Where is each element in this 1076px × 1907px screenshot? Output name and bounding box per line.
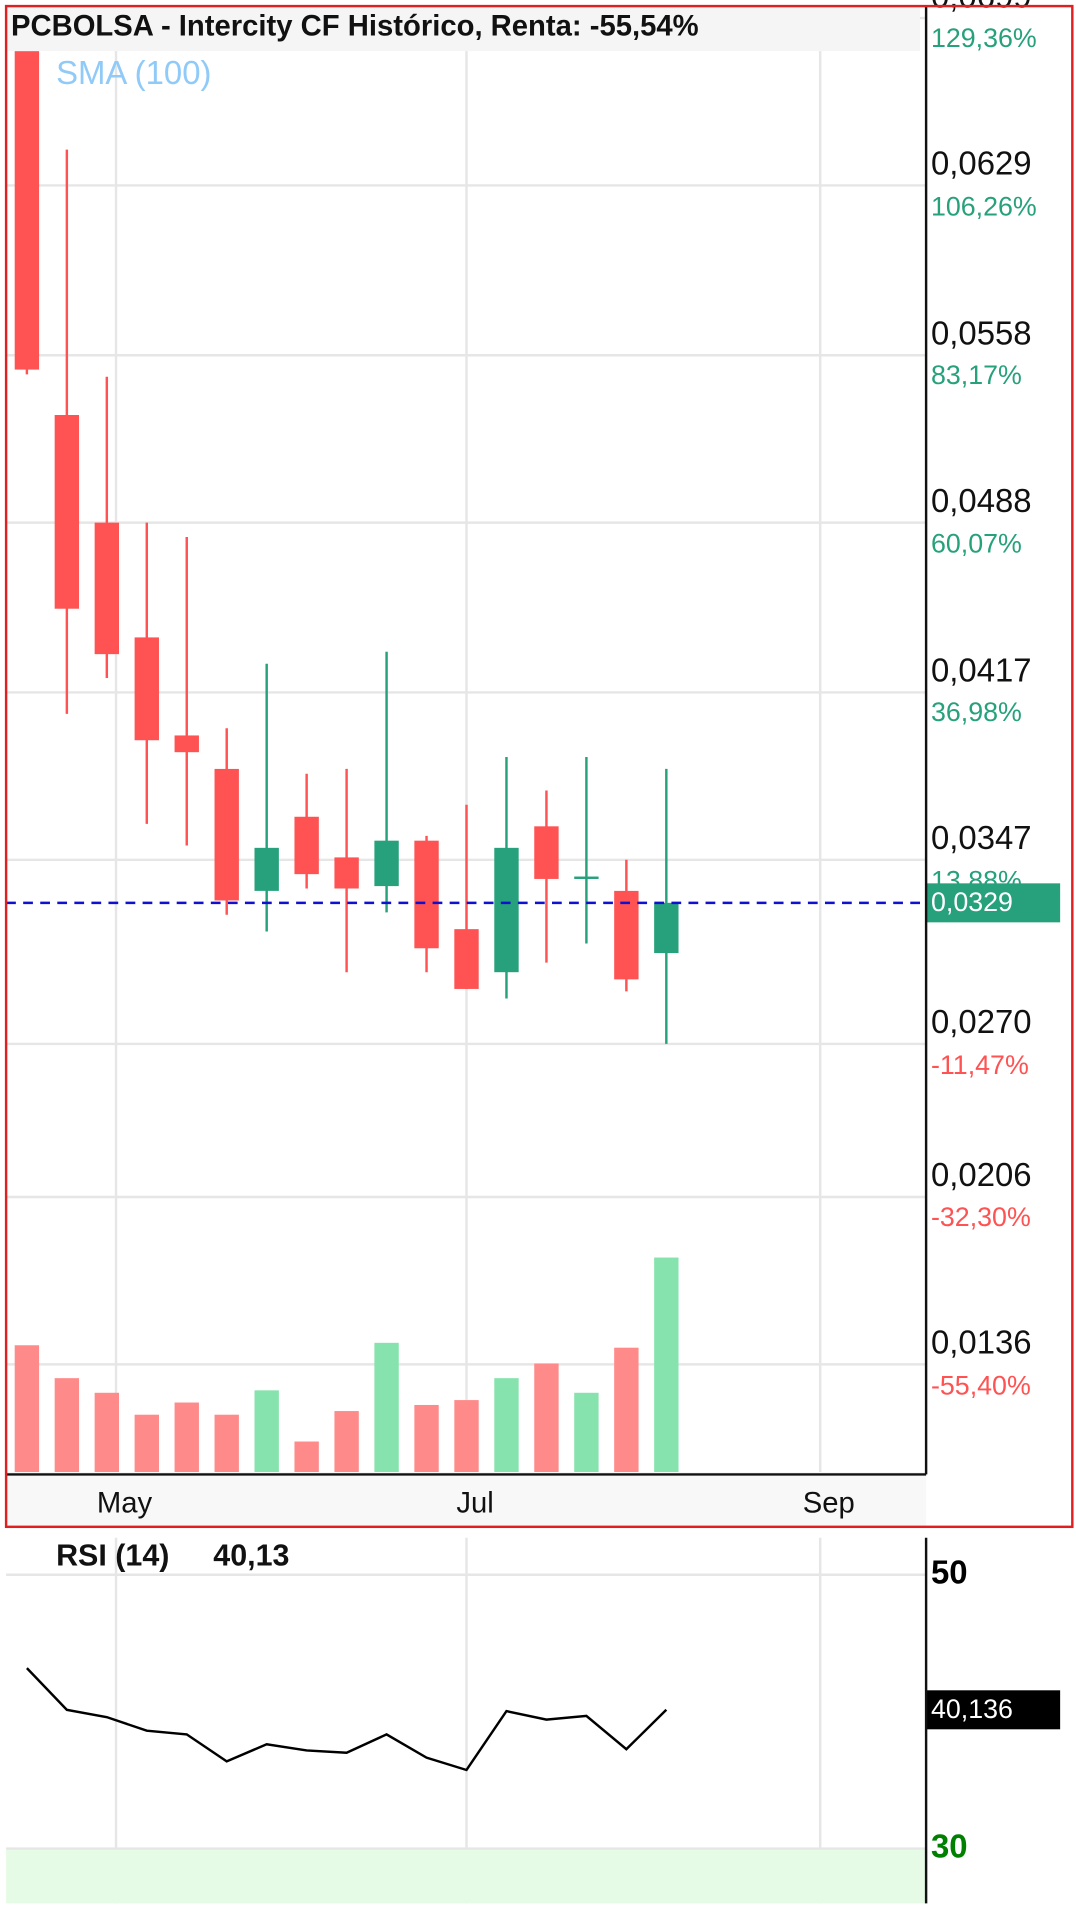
volume-bar: [294, 1441, 319, 1472]
last-price-tag: [926, 883, 1061, 923]
volume-bar: [174, 1402, 199, 1472]
oversold-zone: [6, 1848, 927, 1904]
volume-bar: [134, 1414, 159, 1472]
volume-bar: [654, 1257, 679, 1472]
candle-body: [134, 637, 159, 741]
candle-body: [294, 816, 319, 875]
y-tick-label: 50: [931, 1553, 968, 1590]
y2-tick-label: 129,36%: [931, 23, 1037, 53]
candle-body: [614, 890, 639, 980]
y2-tick-label: 83,17%: [931, 360, 1022, 390]
x-tick-label: Jul: [456, 1488, 493, 1520]
volume-bar: [214, 1414, 239, 1472]
y-tick-label: 0,0629: [931, 145, 1032, 182]
indicator-label: SMA (100): [56, 54, 211, 91]
volume-bar: [454, 1400, 479, 1472]
last-price-label: 0,0329: [931, 887, 1013, 917]
y-tick-label: 0,0206: [931, 1156, 1032, 1193]
y-tick-label: 0,0136: [931, 1324, 1032, 1361]
volume-bar: [614, 1347, 639, 1472]
x-axis-band: [6, 1471, 927, 1527]
rsi-title: RSI (14): [56, 1538, 169, 1572]
candle-body: [494, 847, 519, 973]
volume-bar: [414, 1404, 439, 1472]
title-bar: [6, 6, 921, 52]
y2-tick-label: 36,98%: [931, 697, 1022, 727]
y2-tick-label: -11,47%: [931, 1050, 1029, 1080]
y-tick-label: 0,0270: [931, 1003, 1032, 1040]
candle-body: [654, 902, 679, 954]
plot: [6, 6, 927, 1472]
candle-body: [174, 735, 199, 753]
rsi-header-value: 40,13: [213, 1538, 289, 1572]
y-tick-label: 0,0417: [931, 652, 1032, 689]
candle-body: [94, 522, 120, 655]
axis: MayJulSep0,06990,06290,05580,04880,04170…: [26, 0, 1061, 1864]
y2-tick-label: -55,40%: [931, 1371, 1031, 1401]
x-tick-label: Sep: [803, 1488, 855, 1520]
y-tick-label: 0,0347: [931, 819, 1032, 856]
volume-bar: [54, 1378, 80, 1472]
selection-border: [4, 4, 1074, 1529]
volume-bar: [254, 1390, 279, 1472]
volume-bar: [94, 1392, 120, 1472]
candle-body: [254, 847, 279, 891]
candle-body: [374, 840, 399, 887]
chart-title: PCBOLSA - Intercity CF Histórico, Renta:…: [11, 11, 699, 43]
volume-bar: [534, 1363, 559, 1472]
candle-body: [14, 6, 40, 370]
rsi-line: [26, 1667, 668, 1772]
candle-body: [334, 857, 359, 889]
y-tick-label: 0,0558: [931, 314, 1032, 351]
volume-bar: [574, 1392, 599, 1472]
volume-bar: [14, 1345, 40, 1472]
volume-bar: [494, 1378, 519, 1472]
rsi-value-label: 40,136: [931, 1694, 1013, 1724]
candle-body: [574, 876, 599, 879]
rsi-value-tag: [926, 1690, 1061, 1730]
y2-tick-label: 60,07%: [931, 528, 1022, 558]
y2-tick-label: 106,26%: [931, 192, 1037, 222]
x-tick-label: May: [97, 1488, 153, 1520]
candle-body: [454, 929, 479, 989]
y2-tick-label: -32,30%: [931, 1202, 1031, 1232]
candle-body: [214, 768, 239, 901]
candle-body: [54, 415, 80, 609]
y-tick-label: 30: [931, 1827, 968, 1864]
volume-bar: [334, 1411, 359, 1472]
volume-bar: [374, 1342, 399, 1472]
y-tick-label: 0,0488: [931, 482, 1032, 519]
candle-body: [414, 840, 439, 949]
candle-body: [534, 826, 559, 879]
grid: [6, 6, 927, 1904]
